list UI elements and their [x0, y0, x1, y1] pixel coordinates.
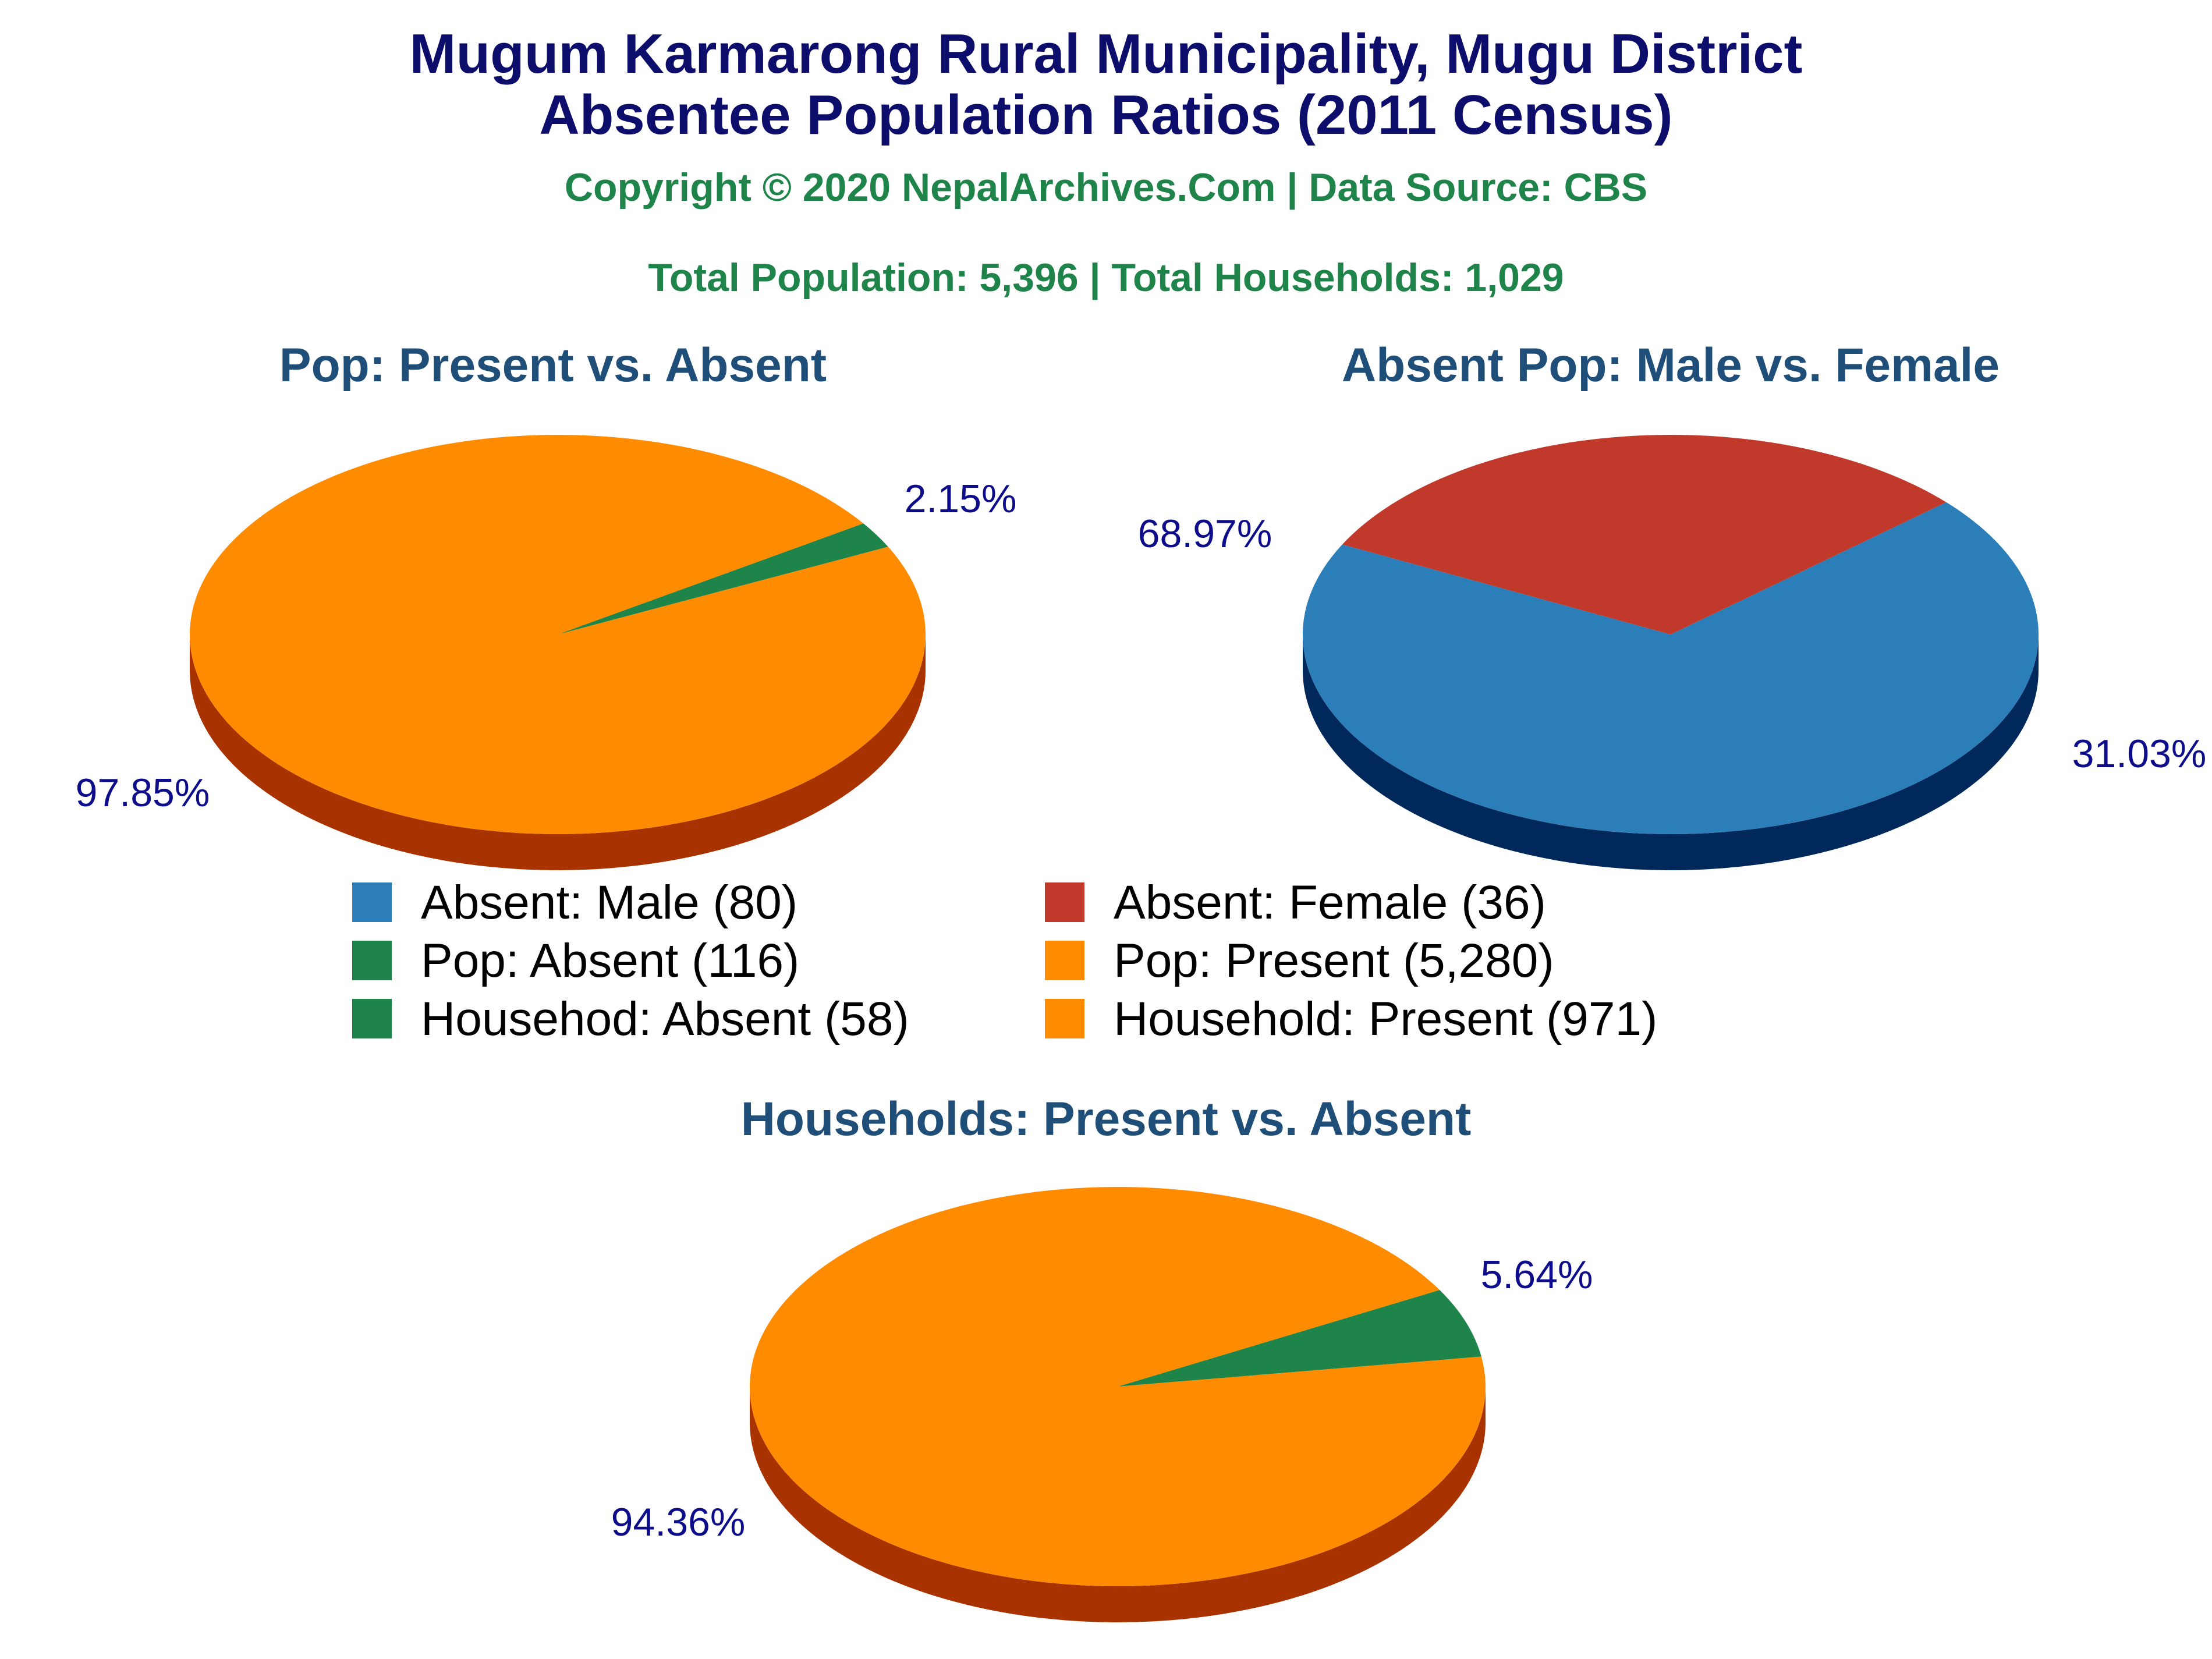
legend-label-0: Absent: Male (80)	[421, 876, 797, 929]
pie3-slice-1	[749, 1186, 1486, 1586]
pie2-percent-label-0: 68.97%	[1138, 512, 1272, 556]
pie3-chart: 5.64% 94.36%	[611, 1186, 1593, 1622]
pie1-percent-label-1: 97.85%	[76, 771, 210, 815]
legend-swatch-4	[352, 999, 392, 1038]
legend-label-2: Pop: Absent (116)	[421, 934, 799, 987]
pie3-title: Households: Present vs. Absent	[741, 1093, 1472, 1146]
pie1-side-1-0	[190, 634, 926, 870]
pie1-slice-1	[190, 435, 926, 835]
pie3-side-1-0	[750, 1387, 1486, 1622]
chart-title-line1: Mugum Karmarong Rural Municipality, Mugu…	[409, 23, 1802, 85]
pie2-percent-label-1: 31.03%	[2072, 732, 2207, 776]
pie1-chart: 2.15% 97.85%	[76, 435, 1017, 870]
pie2-side-0-0	[1303, 634, 2039, 870]
pie1-title: Pop: Present vs. Absent	[279, 339, 827, 392]
pie2-slice-1	[1342, 434, 1947, 634]
legend-label-5: Household: Present (971)	[1114, 992, 1657, 1045]
pie1-percent-label-0: 2.15%	[905, 477, 1017, 521]
legend-swatch-5	[1045, 999, 1084, 1038]
pie1-slice-0	[558, 523, 888, 634]
pie2-title: Absent Pop: Male vs. Female	[1342, 339, 2000, 392]
pie2-slice-0	[1303, 502, 2039, 834]
pie3-slice-0	[1118, 1290, 1481, 1387]
pie3-percent-label-1: 94.36%	[611, 1500, 746, 1544]
legend-label-1: Absent: Female (36)	[1114, 876, 1546, 929]
legend: Absent: Male (80) Absent: Female (36)Pop:…	[352, 876, 1657, 1045]
legend-swatch-1	[1045, 882, 1084, 922]
legend-label-4: Househod: Absent (58)	[421, 992, 909, 1045]
legend-swatch-0	[352, 882, 392, 922]
copyright-text: Copyright © 2020 NepalArchives.Com | Dat…	[565, 165, 1647, 210]
legend-label-3: Pop: Present (5,280)	[1114, 934, 1554, 987]
legend-swatch-3	[1045, 941, 1084, 980]
legend-swatch-2	[352, 941, 392, 980]
totals-text: Total Population: 5,396 | Total Househol…	[648, 256, 1564, 300]
pie3-percent-label-0: 5.64%	[1481, 1253, 1593, 1297]
pie2-chart: 68.97% 31.03%	[1138, 434, 2207, 870]
chart-title-line2: Absentee Population Ratios (2011 Census)	[539, 84, 1672, 146]
